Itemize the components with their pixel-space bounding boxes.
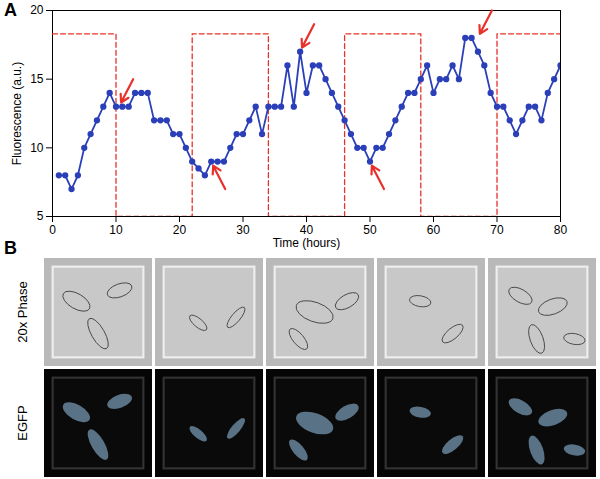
svg-text:10: 10 [30, 141, 44, 155]
svg-text:40: 40 [299, 223, 314, 237]
svg-text:50: 50 [363, 223, 377, 237]
svg-text:Time (hours): Time (hours) [273, 236, 341, 250]
svg-text:70: 70 [490, 223, 504, 237]
svg-text:5: 5 [37, 209, 44, 223]
svg-text:10: 10 [109, 223, 123, 237]
svg-text:80: 80 [554, 223, 568, 237]
svg-text:60: 60 [427, 223, 441, 237]
svg-text:20: 20 [30, 3, 44, 17]
svg-text:Fluorescence (a.u.): Fluorescence (a.u.) [10, 62, 24, 165]
svg-text:30: 30 [236, 223, 250, 237]
svg-text:15: 15 [30, 72, 44, 86]
html-text:B: B [4, 238, 17, 258]
html-text:EGFP: EGFP [14, 405, 30, 441]
svg-text:0: 0 [49, 223, 56, 237]
svg-text:20: 20 [173, 223, 187, 237]
html-text:20x Phase: 20x Phase [14, 281, 30, 343]
html-text:A: A [4, 0, 17, 20]
